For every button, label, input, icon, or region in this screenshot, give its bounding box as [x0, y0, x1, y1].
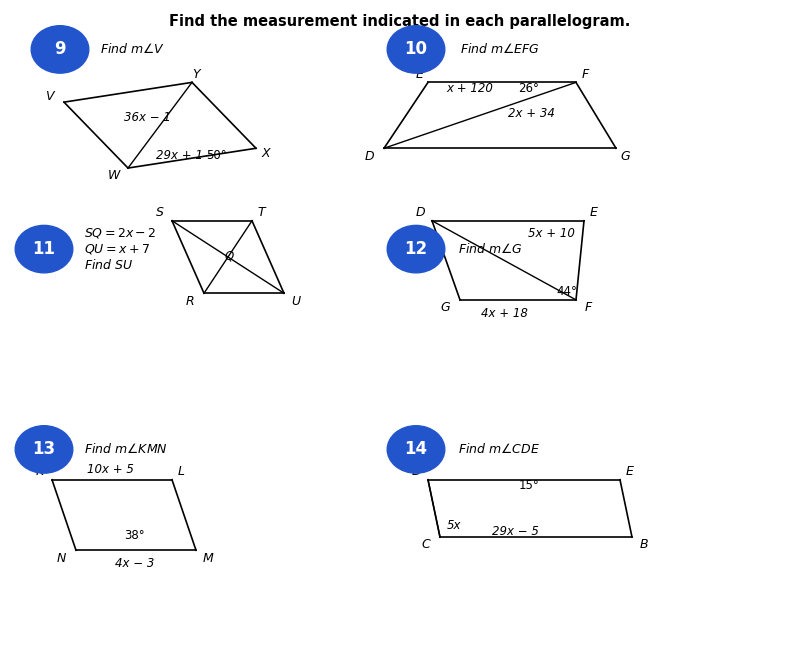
Text: D: D — [415, 206, 425, 219]
Text: E: E — [590, 206, 598, 219]
Text: x + 120: x + 120 — [446, 82, 494, 95]
Text: G: G — [441, 301, 450, 314]
Text: 9: 9 — [54, 40, 66, 59]
Text: F: F — [582, 68, 590, 81]
Text: S: S — [156, 206, 164, 219]
Circle shape — [15, 225, 73, 273]
Circle shape — [15, 426, 73, 473]
Text: Find $m\angle V$: Find $m\angle V$ — [100, 42, 165, 57]
Circle shape — [31, 26, 89, 73]
Text: 29x + 1: 29x + 1 — [156, 149, 203, 162]
Text: Y: Y — [192, 68, 200, 81]
Text: B: B — [640, 538, 648, 552]
Circle shape — [387, 26, 445, 73]
Text: 13: 13 — [33, 440, 55, 459]
Text: Find $m\angle G$: Find $m\angle G$ — [458, 242, 522, 256]
Text: 10x + 5: 10x + 5 — [87, 463, 134, 476]
Text: 44°: 44° — [556, 285, 577, 298]
Text: W: W — [107, 169, 120, 183]
Text: Find the measurement indicated in each parallelogram.: Find the measurement indicated in each p… — [170, 14, 630, 30]
Text: 4x + 18: 4x + 18 — [481, 307, 527, 320]
Text: E: E — [416, 68, 424, 81]
Text: 5x: 5x — [446, 519, 461, 532]
Circle shape — [387, 225, 445, 273]
Text: 15°: 15° — [518, 478, 539, 492]
Text: M: M — [202, 552, 214, 565]
Text: 14: 14 — [405, 440, 427, 459]
Text: 36x − 1: 36x − 1 — [124, 111, 171, 124]
Text: 11: 11 — [33, 240, 55, 258]
Text: V: V — [46, 90, 54, 103]
Text: 38°: 38° — [124, 529, 145, 542]
Text: 4x − 3: 4x − 3 — [114, 557, 154, 570]
Circle shape — [387, 426, 445, 473]
Text: 26°: 26° — [518, 82, 539, 95]
Text: Find $m\angle CDE$: Find $m\angle CDE$ — [458, 442, 540, 457]
Text: D: D — [411, 465, 421, 478]
Text: 2x + 34: 2x + 34 — [508, 107, 555, 120]
Text: 50°: 50° — [206, 149, 227, 162]
Text: R: R — [186, 295, 194, 308]
Text: U: U — [291, 295, 301, 308]
Text: T: T — [258, 206, 266, 219]
Text: X: X — [262, 147, 270, 160]
Text: C: C — [422, 538, 430, 552]
Text: Find $m\angle EFG$: Find $m\angle EFG$ — [460, 42, 540, 57]
Text: N: N — [57, 552, 66, 565]
Text: 5x + 10: 5x + 10 — [528, 227, 575, 241]
Text: D: D — [365, 150, 374, 163]
Text: K: K — [36, 465, 44, 478]
Text: Find $m\angle KMN$: Find $m\angle KMN$ — [84, 442, 168, 457]
Text: 12: 12 — [405, 240, 427, 258]
Text: E: E — [626, 465, 634, 478]
Text: 10: 10 — [405, 40, 427, 59]
Text: Q: Q — [224, 249, 234, 262]
Text: 29x − 5: 29x − 5 — [492, 525, 539, 538]
Text: $SQ = 2x - 2$
$QU = x + 7$
Find $SU$: $SQ = 2x - 2$ $QU = x + 7$ Find $SU$ — [84, 226, 157, 272]
Text: G: G — [621, 150, 630, 163]
Text: L: L — [178, 465, 185, 478]
Text: F: F — [584, 301, 592, 314]
